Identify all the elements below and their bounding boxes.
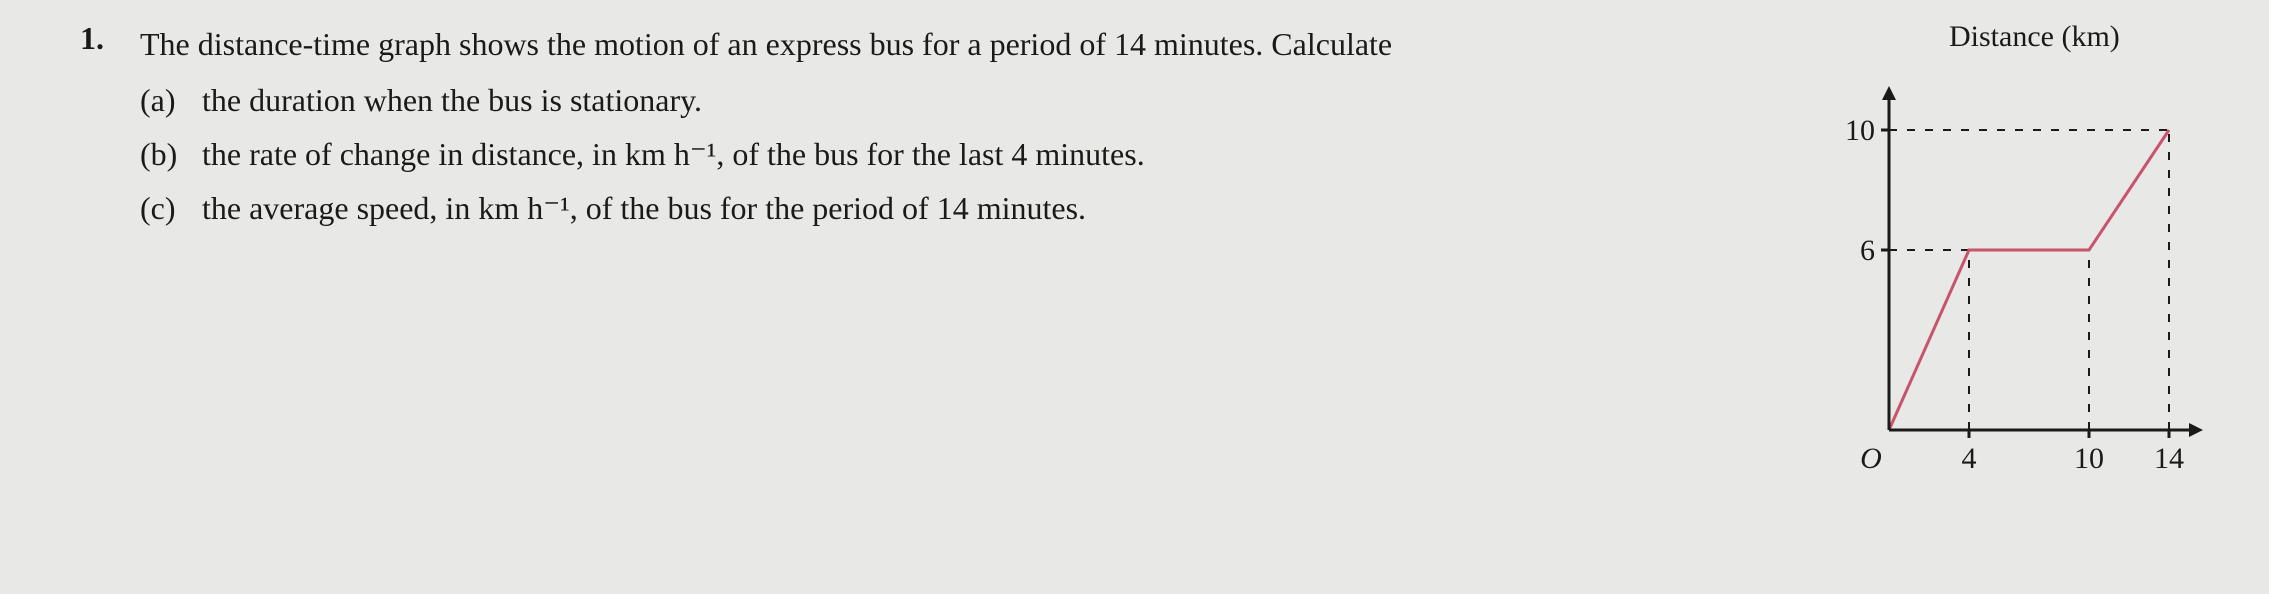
svg-text:14: 14: [2154, 442, 2184, 475]
question-part-c: (c) the average speed, in km h⁻¹, of the…: [140, 184, 1779, 232]
chart-title: Distance (km): [1809, 20, 2229, 54]
svg-text:O: O: [1860, 442, 1882, 475]
question-part-b: (b) the rate of change in distance, in k…: [140, 130, 1779, 178]
part-label: (c): [140, 184, 190, 232]
part-label: (b): [140, 130, 190, 178]
svg-text:6: 6: [1860, 234, 1875, 267]
question-body: The distance-time graph shows the motion…: [140, 20, 1779, 238]
part-text: the duration when the bus is stationary.: [202, 76, 702, 124]
svg-text:10: 10: [2074, 442, 2104, 475]
distance-time-chart: 6 10 4 10 14 O: [1809, 60, 2229, 480]
text-block: 1. The distance-time graph shows the mot…: [80, 20, 1779, 238]
question-part-a: (a) the duration when the bus is station…: [140, 76, 1779, 124]
question-number: 1.: [80, 20, 120, 238]
part-text: the average speed, in km h⁻¹, of the bus…: [202, 184, 1086, 232]
question-container: 1. The distance-time graph shows the mot…: [80, 20, 2229, 480]
svg-text:10: 10: [1845, 114, 1875, 147]
part-text: the rate of change in distance, in km h⁻…: [202, 130, 1145, 178]
part-label: (a): [140, 76, 190, 124]
question-stem: The distance-time graph shows the motion…: [140, 20, 1779, 68]
svg-text:4: 4: [1962, 442, 1977, 475]
chart-block: Distance (km) 6 10 4 10 14 O: [1809, 20, 2229, 480]
